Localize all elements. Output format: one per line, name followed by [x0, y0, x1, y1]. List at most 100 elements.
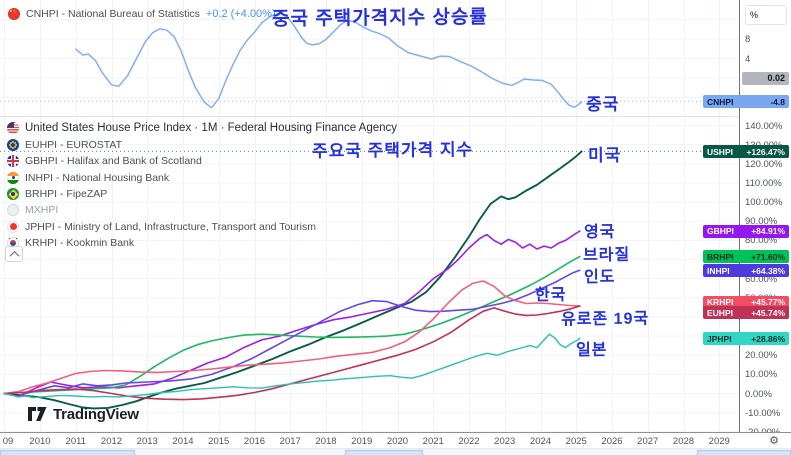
india-flag-icon: [7, 171, 19, 184]
price-tick: 8: [745, 34, 751, 45]
eu-flag-icon: [7, 139, 19, 151]
legend-label: KRHPI - Kookmin Bank: [25, 237, 135, 249]
japan-flag-icon: [7, 220, 19, 233]
chart-plot-area[interactable]: [0, 0, 739, 432]
chevron-up-icon: [9, 250, 19, 261]
time-tick: 2012: [100, 436, 123, 447]
annotation-brazil: 브라질: [582, 246, 631, 265]
annotation-china: 중국: [585, 94, 620, 115]
annotation-cn-title: 중국 주택가격지수 상승률: [271, 6, 488, 31]
price-label-EUHPI: EUHPI +45.74%: [703, 306, 789, 319]
time-tick: 2027: [637, 436, 659, 447]
legend-label: EUHPI - EUROSTAT: [25, 139, 123, 151]
strip-block: [345, 450, 423, 455]
series-EUHPI[interactable]: [3, 305, 581, 401]
price-tick: 90.00%: [745, 216, 778, 228]
price-label-KRHPI: KRHPI +45.77%: [703, 295, 789, 309]
price-tick: 110.00%: [745, 177, 782, 189]
annotation-eurozone: 유로존 19국: [560, 310, 650, 329]
time-tick: 2025: [565, 436, 587, 447]
time-tick: 2023: [494, 436, 516, 447]
legend-label: GBHPI - Halifax and Bank of Scotland: [25, 155, 202, 167]
series-GBHPI[interactable]: [3, 230, 581, 398]
legend-row-brhpi[interactable]: BRHPI - FipeZAP: [7, 188, 107, 200]
gear-icon[interactable]: ⚙: [769, 435, 779, 447]
chart-canvas[interactable]: [0, 0, 739, 432]
tradingview-logo[interactable]: TradingView: [28, 406, 139, 423]
price-label-current: 0.02: [742, 71, 789, 85]
price-tick: 100.00%: [745, 197, 783, 209]
price-axis[interactable]: % 84140.00%130.00%120.00%110.00%100.00%9…: [703, 0, 791, 447]
annotation-uk: 영국: [583, 223, 616, 242]
price-tick: 0.00%: [745, 388, 772, 400]
legend-row-ushpi[interactable]: United States House Price Index · 1M · F…: [7, 122, 397, 134]
legend-label: JPHPI - Ministry of Land, Infrastructure…: [25, 220, 317, 233]
brazil-flag-icon: [7, 188, 19, 200]
price-tick: -10.00%: [745, 407, 781, 419]
time-tick: 2026: [601, 436, 623, 447]
legend-symbol-title: CNHPI - National Bureau of Statistics: [26, 8, 200, 20]
time-tick: 2013: [136, 436, 158, 447]
tradingview-logo-icon: [28, 407, 47, 421]
strip-block: [0, 450, 135, 455]
price-label-GBHPI: GBHPI +84.91%: [703, 224, 789, 238]
time-tick: 2022: [458, 436, 480, 447]
price-label-CNHPI: CNHPI -4.8: [703, 95, 789, 108]
time-tick: 2028: [672, 436, 695, 447]
price-tick: 10.00%: [745, 369, 778, 381]
series-KRHPI[interactable]: [3, 280, 581, 395]
price-tick: 20.00%: [745, 350, 778, 362]
time-tick: 2017: [279, 436, 301, 447]
price-tick: 4: [745, 53, 751, 65]
uk-flag-icon: [7, 155, 19, 167]
time-tick: 2024: [529, 436, 552, 447]
legend-label: BRHPI - FipeZAP: [25, 188, 108, 200]
time-tick: 2016: [243, 436, 266, 447]
legend-row-gbhpi[interactable]: GBHPI - Halifax and Bank of Scotland: [7, 155, 202, 167]
annotation-korea: 한국: [534, 286, 567, 305]
annotation-usa: 미국: [587, 145, 622, 166]
strip-block: [697, 450, 791, 455]
us-flag-icon: [7, 122, 19, 134]
price-tick: 120.00%: [745, 158, 783, 170]
time-tick: 2010: [29, 436, 51, 447]
legend-row-mxhpi[interactable]: MXHPI: [7, 204, 58, 216]
series-BRHPI[interactable]: [3, 255, 581, 395]
price-label-BRHPI: BRHPI +71.60%: [703, 250, 789, 263]
percent-scale-button[interactable]: %: [745, 5, 787, 25]
legend-collapse-button[interactable]: [5, 246, 23, 262]
legend-row-cnhpi[interactable]: CNHPI - National Bureau of Statistics +0…: [8, 8, 276, 20]
time-tick: 2029: [708, 436, 730, 447]
series-INHPI[interactable]: [24, 269, 581, 395]
price-label-JPHPI: JPHPI +28.86%: [703, 332, 789, 345]
legend-row-jphpi[interactable]: JPHPI - Ministry of Land, Infrastructure…: [7, 220, 317, 233]
mexico-flag-icon: [7, 204, 19, 216]
bottom-ui-strip: [0, 448, 791, 455]
legend-row-krhpi[interactable]: KRHPI - Kookmin Bank: [7, 237, 134, 249]
price-label-INHPI: INHPI +64.38%: [703, 264, 789, 277]
tradingview-logo-text: TradingView: [53, 406, 139, 423]
annotation-main-title: 주요국 주택가격 지수: [311, 140, 474, 161]
series-CNHPI[interactable]: [75, 12, 583, 109]
legend-main-title: United States House Price Index · 1M · F…: [25, 122, 398, 134]
time-tick: 2014: [172, 436, 194, 447]
legend-symbol-value: +0.2 (+4.00%): [205, 8, 276, 20]
legend-label: INHPI - National Housing Bank: [25, 171, 170, 184]
time-tick: 2021: [422, 436, 444, 447]
legend-row-inhpi[interactable]: INHPI - National Housing Bank: [7, 171, 170, 184]
annotation-japan: 일본: [575, 341, 608, 360]
time-tick: 2015: [208, 436, 230, 447]
price-tick: 60.00%: [745, 273, 778, 285]
series-JPHPI[interactable]: [3, 333, 581, 399]
legend-row-euhpi[interactable]: EUHPI - EUROSTAT: [7, 139, 122, 151]
time-tick: 2018: [315, 436, 337, 447]
time-tick: 2020: [386, 436, 409, 447]
china-flag-icon: [8, 8, 20, 20]
legend-label: MXHPI: [25, 204, 59, 216]
time-tick: 09: [2, 436, 14, 447]
time-axis[interactable]: ⚙ 09 2010 2011 2012 2013 2014 2015 2016 2017 2018…: [0, 432, 791, 449]
price-label-USHPI: USHPI +126.47%: [703, 145, 789, 158]
price-tick: 140.00%: [745, 120, 783, 132]
annotation-india: 인도: [583, 268, 616, 287]
